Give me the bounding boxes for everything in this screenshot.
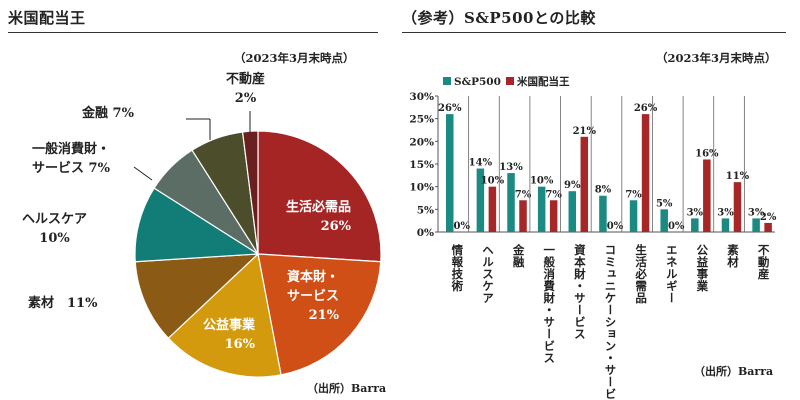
bar-value-label: 8% xyxy=(595,185,612,196)
bar-value-label: 3% xyxy=(687,207,704,218)
pie-label: 資本財・ サービス 21% xyxy=(287,270,340,323)
bar-value-label: 0% xyxy=(454,221,471,232)
bar-source: （出所）Barra xyxy=(694,365,774,378)
x-tick-label: 情報技術 xyxy=(450,243,464,292)
bar-value-label: 0% xyxy=(607,221,624,232)
pie-label: 不動産 2% xyxy=(226,72,266,106)
bar-value-label: 3% xyxy=(717,207,734,218)
y-tick-label: 5% xyxy=(417,204,434,216)
x-tick-label: 素材 xyxy=(726,243,740,268)
bar xyxy=(599,195,607,232)
x-tick-label: 生活必需品 xyxy=(634,243,648,304)
bar xyxy=(549,200,558,232)
bar-value-label: 7% xyxy=(545,189,562,200)
pie-slice xyxy=(134,187,260,263)
x-tick-label: 金融 xyxy=(512,243,526,268)
bar-panel-title: （参考）S&P500との比較 xyxy=(402,9,596,27)
bar xyxy=(488,186,497,232)
pie-label: 生活必需品 26% xyxy=(286,200,352,234)
bar-value-label: 13% xyxy=(499,162,523,173)
bar-value-label: 10% xyxy=(530,176,554,187)
bar-panel-rule xyxy=(402,32,786,33)
y-tick-label: 20% xyxy=(409,136,434,148)
bar-value-label: 3% xyxy=(748,207,765,218)
bar-value-label: 26% xyxy=(438,103,462,114)
bar-value-label: 11% xyxy=(726,171,750,182)
x-tick-label: 一般消費財・サービス xyxy=(542,244,556,364)
bar xyxy=(641,114,650,232)
bar xyxy=(537,186,546,232)
bar xyxy=(721,218,730,232)
bar xyxy=(764,222,772,232)
x-tick-label: 資本財・サービス xyxy=(573,243,587,340)
bar xyxy=(629,200,638,232)
pie-panel-rule xyxy=(8,32,378,33)
y-tick-label: 10% xyxy=(409,182,434,194)
x-tick-label: エネルギー xyxy=(665,244,679,304)
x-tick-label: ヘルスケア xyxy=(481,244,495,304)
bar-value-label: 16% xyxy=(695,148,719,159)
pie-label: ヘルスケア 10% xyxy=(22,212,88,246)
bar xyxy=(568,191,577,232)
bar xyxy=(660,209,668,232)
bar xyxy=(519,200,527,232)
bar-value-label: 21% xyxy=(573,126,597,137)
bar xyxy=(580,136,589,232)
legend-label: S&P500 xyxy=(454,76,501,88)
pie-slice xyxy=(191,131,259,255)
pie-source: （出所）Barra xyxy=(307,382,387,395)
bar-value-label: 9% xyxy=(564,180,581,191)
pie-label: 素材 11% xyxy=(28,296,98,311)
bar-value-label: 26% xyxy=(634,103,658,114)
x-tick-label: 公益事業 xyxy=(695,244,709,292)
legend: S&P500 米国配当王 xyxy=(443,75,570,88)
bar xyxy=(733,182,742,232)
bar-value-label: 2% xyxy=(760,212,777,223)
pie-label: 一般消費財・ サービス 7% xyxy=(32,142,111,176)
bar xyxy=(476,168,485,232)
legend-label: 米国配当王 xyxy=(516,75,570,88)
y-tick-label: 30% xyxy=(409,91,434,103)
bar xyxy=(507,173,515,232)
pie-slice xyxy=(153,149,259,255)
pie-slice xyxy=(257,130,382,263)
y-tick-label: 0% xyxy=(417,227,434,239)
bar-value-label: 0% xyxy=(668,221,685,232)
bar-value-label: 5% xyxy=(656,198,673,209)
x-tick-label: コミュニケーション・サービス xyxy=(604,244,618,400)
pie-panel-title: 米国配当王 xyxy=(8,9,86,27)
bar-date-note: （2023年3月末時点） xyxy=(656,51,777,65)
legend-swatch xyxy=(443,77,451,85)
pie-label: 金融 7% xyxy=(82,106,134,121)
bar xyxy=(703,159,711,232)
x-tick-label: 不動産 xyxy=(757,244,771,280)
bar-value-label: 10% xyxy=(481,176,505,187)
bar xyxy=(752,218,760,232)
legend-swatch xyxy=(506,77,514,85)
y-tick-label: 15% xyxy=(409,159,434,171)
bar-value-label: 14% xyxy=(469,158,493,169)
pie-label: 公益事業 16% xyxy=(203,318,256,352)
leader-line xyxy=(133,166,153,181)
bar-value-label: 7% xyxy=(625,189,642,200)
pie-date-note: （2023年3月末時点） xyxy=(234,51,355,65)
bar-value-label: 7% xyxy=(515,189,532,200)
bar xyxy=(691,218,699,232)
bar xyxy=(446,114,454,232)
y-tick-label: 25% xyxy=(409,114,434,126)
pie-slice xyxy=(241,130,259,255)
